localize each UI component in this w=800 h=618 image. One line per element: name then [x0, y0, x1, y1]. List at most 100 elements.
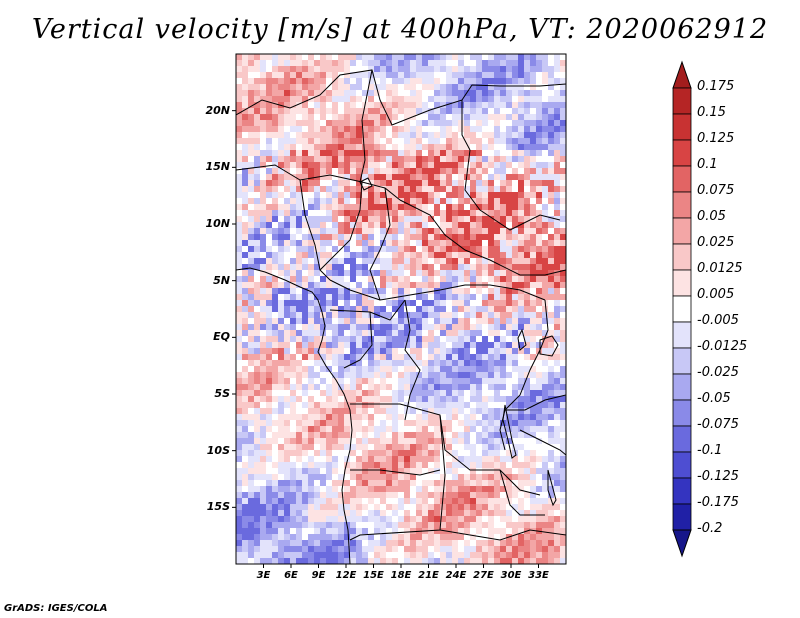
- field-cell: [494, 294, 500, 300]
- field-cell: [548, 288, 554, 294]
- field-cell: [500, 60, 506, 66]
- field-cell: [326, 402, 332, 408]
- lat-tick-label: 15N: [205, 160, 230, 174]
- field-cell: [332, 444, 338, 450]
- field-cell: [422, 222, 428, 228]
- field-cell: [476, 444, 482, 450]
- field-cell: [416, 492, 422, 498]
- field-cell: [536, 444, 542, 450]
- field-cell: [512, 126, 518, 132]
- field-cell: [362, 240, 368, 246]
- field-cell: [308, 240, 314, 246]
- field-cell: [482, 78, 488, 84]
- field-cell: [284, 336, 290, 342]
- field-cell: [320, 108, 326, 114]
- field-cell: [308, 300, 314, 306]
- field-cell: [476, 420, 482, 426]
- field-cell: [236, 444, 242, 450]
- field-cell: [320, 132, 326, 138]
- field-cell: [560, 174, 566, 180]
- field-cell: [428, 84, 434, 90]
- field-cell: [308, 54, 314, 60]
- field-cell: [410, 132, 416, 138]
- field-cell: [536, 312, 542, 318]
- field-cell: [272, 126, 278, 132]
- field-cell: [314, 72, 320, 78]
- field-cell: [536, 252, 542, 258]
- field-cell: [398, 348, 404, 354]
- field-cell: [392, 516, 398, 522]
- field-cell: [518, 186, 524, 192]
- field-cell: [494, 522, 500, 528]
- field-cell: [374, 546, 380, 552]
- field-cell: [386, 498, 392, 504]
- field-cell: [398, 426, 404, 432]
- field-cell: [242, 60, 248, 66]
- field-cell: [542, 246, 548, 252]
- field-cell: [542, 456, 548, 462]
- field-cell: [302, 108, 308, 114]
- field-cell: [308, 252, 314, 258]
- field-cell: [464, 210, 470, 216]
- field-cell: [362, 480, 368, 486]
- field-cell: [284, 198, 290, 204]
- field-cell: [530, 270, 536, 276]
- field-cell: [374, 108, 380, 114]
- field-cell: [254, 504, 260, 510]
- field-cell: [416, 174, 422, 180]
- field-cell: [500, 348, 506, 354]
- field-cell: [368, 366, 374, 372]
- field-cell: [350, 540, 356, 546]
- field-cell: [512, 60, 518, 66]
- field-cell: [356, 120, 362, 126]
- field-cell: [446, 432, 452, 438]
- field-cell: [374, 348, 380, 354]
- field-cell: [272, 462, 278, 468]
- field-cell: [464, 540, 470, 546]
- field-cell: [386, 558, 392, 564]
- field-cell: [332, 288, 338, 294]
- field-cell: [488, 318, 494, 324]
- field-cell: [314, 96, 320, 102]
- field-cell: [422, 492, 428, 498]
- field-cell: [290, 138, 296, 144]
- field-cell: [344, 432, 350, 438]
- field-cell: [386, 150, 392, 156]
- field-cell: [416, 384, 422, 390]
- field-cell: [356, 360, 362, 366]
- field-cell: [356, 192, 362, 198]
- field-cell: [374, 60, 380, 66]
- field-cell: [248, 306, 254, 312]
- colorbar-top-arrow: [672, 60, 692, 89]
- field-cell: [560, 162, 566, 168]
- field-cell: [536, 390, 542, 396]
- field-cell: [308, 492, 314, 498]
- field-cell: [266, 546, 272, 552]
- field-cell: [356, 246, 362, 252]
- field-cell: [296, 162, 302, 168]
- field-cell: [452, 78, 458, 84]
- field-cell: [416, 312, 422, 318]
- field-cell: [404, 534, 410, 540]
- field-cell: [536, 210, 542, 216]
- field-cell: [254, 354, 260, 360]
- field-cell: [548, 522, 554, 528]
- field-cell: [266, 138, 272, 144]
- field-cell: [368, 516, 374, 522]
- field-cell: [446, 402, 452, 408]
- field-cell: [548, 330, 554, 336]
- field-cell: [428, 510, 434, 516]
- field-cell: [290, 192, 296, 198]
- field-cell: [254, 96, 260, 102]
- field-cell: [506, 162, 512, 168]
- field-cell: [476, 150, 482, 156]
- field-cell: [236, 186, 242, 192]
- field-cell: [410, 504, 416, 510]
- field-cell: [410, 390, 416, 396]
- footer-credit: GrADS: IGES/COLA: [4, 603, 108, 614]
- field-cell: [332, 162, 338, 168]
- field-cell: [512, 210, 518, 216]
- field-cell: [554, 336, 560, 342]
- field-cell: [278, 366, 284, 372]
- field-cell: [284, 78, 290, 84]
